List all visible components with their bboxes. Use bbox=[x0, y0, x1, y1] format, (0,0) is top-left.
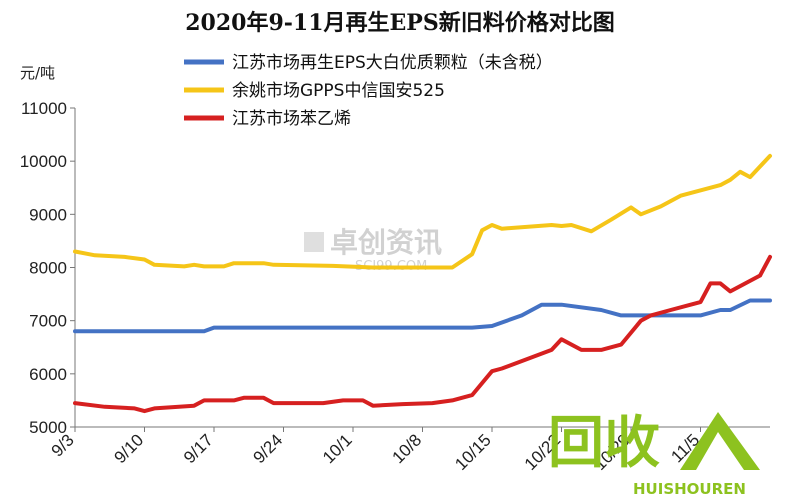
y-axis-label: 元/吨 bbox=[20, 64, 55, 82]
x-tick-label: 9/24 bbox=[249, 430, 286, 467]
x-tick-label: 10/15 bbox=[451, 430, 495, 474]
series-line-2 bbox=[73, 153, 772, 270]
y-tick-label: 8000 bbox=[29, 259, 67, 278]
y-tick-label: 6000 bbox=[29, 365, 67, 384]
logo-subtext: HUISHOUREN bbox=[633, 480, 746, 498]
chart-legend: 江苏市场再生EPS大白优质颗粒（未含税） 余姚市场GPPS中信国安525 江苏市场苯… bbox=[184, 53, 553, 129]
logo-mountain-icon bbox=[680, 412, 760, 470]
x-tick-label: 9/10 bbox=[110, 430, 147, 467]
y-tick-label: 9000 bbox=[29, 205, 67, 224]
y-tick-label: 7000 bbox=[29, 312, 67, 331]
x-tick-label: 10/1 bbox=[319, 430, 356, 467]
watermark-logo-icon bbox=[304, 232, 324, 252]
y-tick-label: 10000 bbox=[20, 152, 67, 171]
y-tick-label: 11000 bbox=[21, 99, 67, 118]
watermark: 卓创资讯 SCI99.COM bbox=[304, 226, 442, 274]
site-logo: 回收 HUISHOUREN bbox=[548, 411, 760, 498]
series-group bbox=[73, 153, 772, 414]
legend-label: 江苏市场苯乙烯 bbox=[232, 109, 351, 129]
y-tick-label: 5000 bbox=[29, 418, 67, 437]
x-tick-label: 9/17 bbox=[180, 430, 217, 467]
watermark-text: 卓创资讯 bbox=[330, 226, 442, 259]
legend-label: 余姚市场GPPS中信国安525 bbox=[232, 81, 445, 101]
x-tick-label: 10/8 bbox=[388, 430, 425, 467]
series-line-1 bbox=[73, 298, 772, 334]
chart-title: 2020年9-11月再生EPS新旧料价格对比图 bbox=[185, 10, 614, 36]
logo-text: 回收 bbox=[548, 411, 660, 476]
legend-label: 江苏市场再生EPS大白优质颗粒（未含税） bbox=[232, 53, 553, 73]
series-line-3 bbox=[73, 254, 772, 414]
